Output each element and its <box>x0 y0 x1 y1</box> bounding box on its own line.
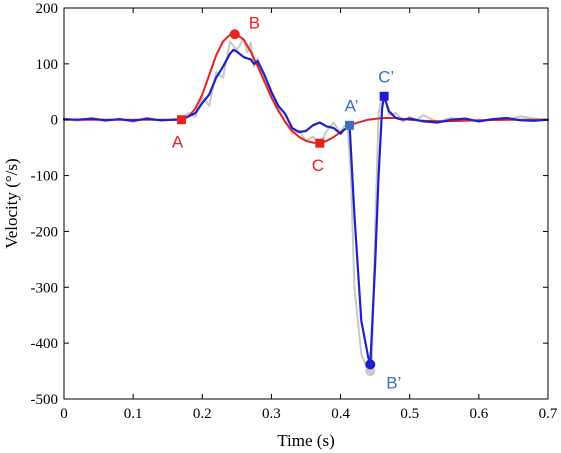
series-line-1 <box>63 33 549 145</box>
marker-label: B’ <box>386 373 401 392</box>
marker-point <box>365 359 376 370</box>
marker-point <box>345 120 355 130</box>
marker-label: C <box>312 156 324 175</box>
y-tick-label: 0 <box>51 113 59 129</box>
y-tick-label: -300 <box>31 280 59 296</box>
x-axis-label: Time (s) <box>277 431 334 450</box>
marker-point <box>177 115 187 125</box>
marker-point <box>315 138 325 148</box>
tick-layer: 0 0.1 0.2 0.3 0.4 0.5 0.6 0.7 -500 -400 -300 -200 -1… <box>31 1 558 422</box>
x-tick-label: 0.2 <box>193 406 212 422</box>
marker-label: B <box>249 13 260 32</box>
x-tick-label: 0.3 <box>262 406 281 422</box>
plot-background <box>64 8 548 399</box>
x-tick-label: 0.1 <box>124 406 143 422</box>
marker-layer: A B C A’ B’ C’ <box>172 13 402 392</box>
y-tick-label: -400 <box>31 336 59 352</box>
marker-point <box>229 29 240 40</box>
x-tick-label: 0.6 <box>469 406 488 422</box>
y-tick-label: 100 <box>36 57 59 73</box>
x-tick-label: 0 <box>60 406 68 422</box>
series-layer <box>62 33 550 373</box>
y-tick-label: -100 <box>31 169 59 185</box>
y-tick-label: 200 <box>36 1 59 17</box>
y-tick-label: -500 <box>31 392 59 408</box>
x-tick-label: 0.5 <box>400 406 419 422</box>
marker-label: C’ <box>378 67 394 86</box>
marker-label: A <box>172 133 184 152</box>
x-tick-label: 0.7 <box>539 406 558 422</box>
marker-point <box>379 91 389 101</box>
marker-label: A’ <box>345 96 359 115</box>
series-line-2 <box>62 48 550 366</box>
y-tick-label: -200 <box>31 224 59 240</box>
y-axis-label: Velocity (°/s) <box>2 158 21 248</box>
plot-frame <box>63 7 549 400</box>
x-tick-label: 0.4 <box>331 406 350 422</box>
